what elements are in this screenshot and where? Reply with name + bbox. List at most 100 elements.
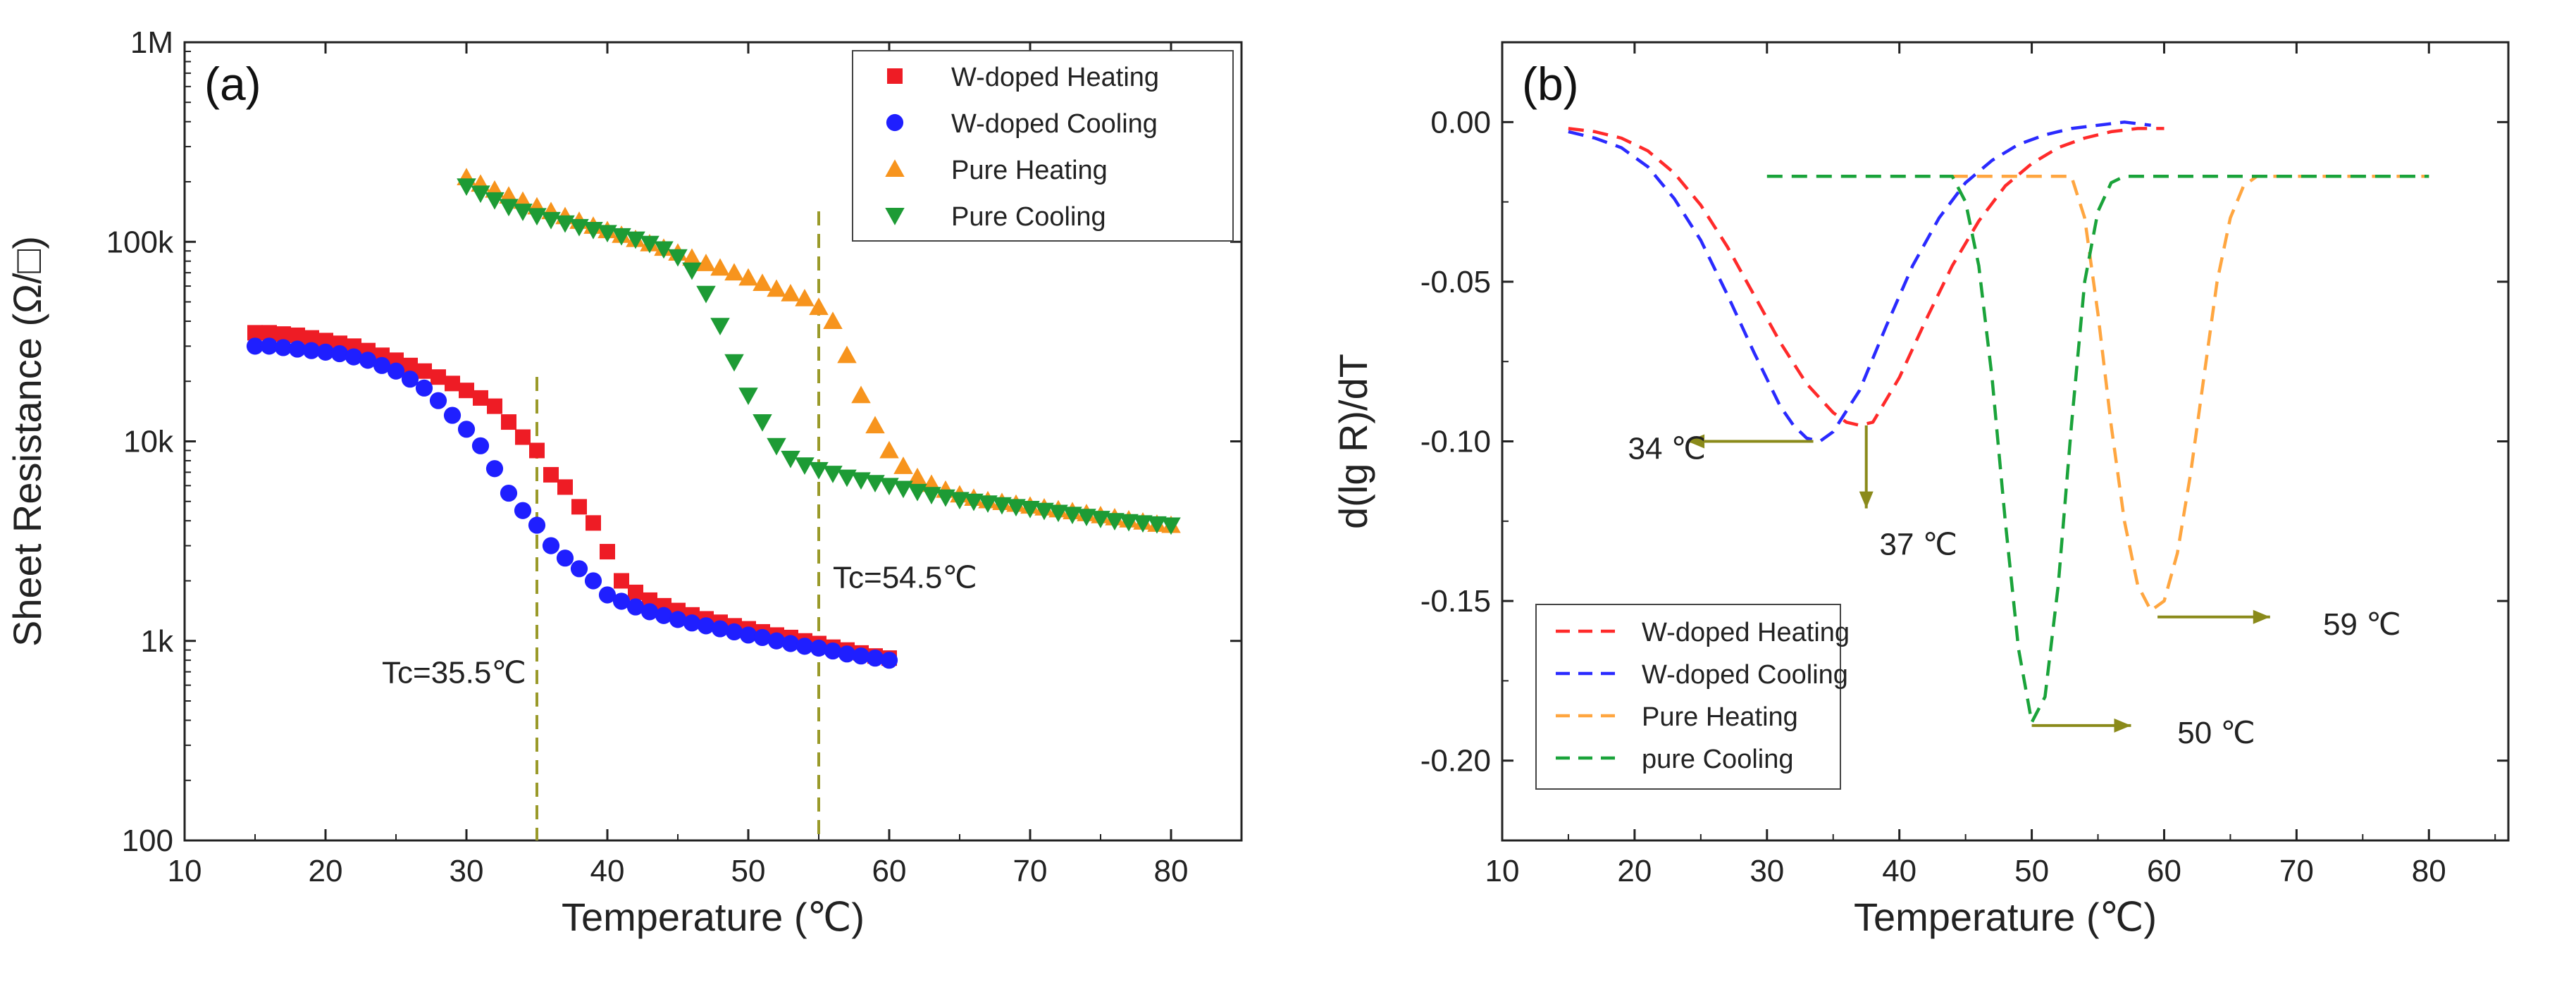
panel-a-x-tick-label: 10 [168,854,202,888]
panel-b-x-axis-label: Temperature (℃) [1854,895,2157,939]
panel-a-point-w-doped-cooling [711,620,729,638]
panel-b-y-tick-label: -0.15 [1420,584,1491,619]
panel-a-point-w-doped-cooling [330,344,349,363]
panel-a-legend-marker [885,208,905,225]
panel-a-point-w-doped-cooling [683,614,701,632]
panel-a-point-w-doped-cooling [725,623,743,641]
panel-a-point-w-doped-cooling [795,638,814,655]
panel-a-x-tick-label: 20 [309,854,343,888]
panel-a-point-pure-cooling [767,437,786,456]
panel-a-point-w-doped-cooling [556,549,574,567]
panel-b-y-axis-label: d(lg R)/dT [1331,354,1375,529]
panel-a-legend: W-doped Heating W-doped Cooling Pure Heati… [852,50,1234,242]
panel-a-point-pure-heating [753,273,772,292]
panel-a-point-pure-cooling [1091,511,1110,528]
panel-a-point-w-doped-cooling [767,632,786,650]
panel-a-point-w-doped-cooling [514,502,532,519]
panel-b-annotation: 34 ℃ [1628,432,1814,466]
panel-a-point-pure-heating [837,345,857,364]
panel-a-point-w-doped-cooling [697,617,715,635]
panel-a-y-tick-label: 100 [122,824,173,858]
panel-a-legend-box [852,50,1234,242]
panel-a-point-w-doped-cooling [640,603,659,621]
panel-a-point-pure-heating [781,284,800,302]
panel-b-x-tick-label: 60 [2147,854,2181,888]
panel-b-legend: W-doped Heating W-doped Cooling Pure Heati… [1535,604,1850,790]
panel-a-point-w-doped-heating [445,375,460,392]
panel-b-x-tick-label: 40 [1882,854,1916,888]
panel-b-line-pure-cooling [1766,175,2429,724]
panel-a-point-w-doped-cooling [880,652,898,669]
panel-b-annotation: 50 ℃ [2031,716,2255,750]
panel-a-point-pure-cooling [823,466,843,483]
panel-a-y-axis-label: Sheet Resistance (Ω/□) [5,236,49,647]
panel-a-point-pure-cooling [809,461,829,480]
panel-a-point-w-doped-heating [247,325,263,341]
panel-a-point-pure-cooling [696,285,716,304]
panel-b-annotation-label: 37 ℃ [1880,528,1958,562]
panel-a-point-pure-cooling [908,483,927,502]
panel-a-point-pure-cooling [1147,516,1167,534]
panel-b-legend-label: Pure Heating [1642,702,1798,732]
panel-a-point-pure-cooling [795,457,815,476]
panel-a-point-w-doped-heating [557,479,573,495]
panel-b-y-tick-label: -0.10 [1420,425,1491,459]
panel-a-point-w-doped-cooling [485,460,504,478]
panel-b-x-tick-label: 20 [1617,854,1652,888]
panel-a-point-w-doped-heating [290,327,305,343]
panel-a-series-pure-cooling [457,178,1181,535]
panel-a-point-w-doped-cooling [528,516,546,534]
panel-a-x-tick-label: 40 [590,854,625,888]
panel-a-point-pure-cooling [950,492,970,510]
panel-a-point-pure-cooling [569,218,589,237]
panel-a-point-w-doped-cooling [810,639,828,657]
panel-b-x-tick-label: 80 [2412,854,2446,888]
panel-a-legend-label: Pure Heating [951,156,1108,185]
panel-a-chart: 10 20 30 40 50 60 70 80 100 1k 10k 100k 1M Temperatur… [5,25,1243,939]
panel-b-x-tick-label: 10 [1485,854,1520,888]
panel-a-point-pure-heating [738,268,758,286]
panel-a-point-pure-cooling [541,211,561,230]
panel-b-annotation: 59 ℃ [2157,607,2401,642]
panel-a-point-pure-cooling [865,475,885,493]
panel-a-point-pure-cooling [710,318,730,336]
panel-a-point-w-doped-cooling [542,537,560,554]
panel-a-point-pure-heating [809,297,829,316]
panel-a-series-w-doped-cooling [246,337,898,669]
panel-a-point-pure-cooling [893,480,913,499]
panel-a-point-w-doped-cooling [570,560,588,578]
panel-b-series-pure-cooling [1766,175,2429,724]
panel-a-point-w-doped-cooling [866,650,884,667]
panel-b-series-w-doped-cooling [1568,120,2151,443]
panel-a-point-pure-cooling [682,262,702,280]
panel-b-annotation-arrowhead [2253,609,2270,624]
panel-a-point-pure-cooling [471,185,490,204]
panel-a-point-w-doped-heating [318,333,333,349]
panel-b-x-tick-label: 70 [2279,854,2314,888]
panel-a-point-w-doped-heating [614,573,629,589]
panel-a-point-pure-cooling [879,478,899,496]
panel-a-point-w-doped-cooling [471,437,490,454]
panel-b-y-tick-label: -0.20 [1420,744,1491,778]
panel-b-annotation-label: 50 ℃ [2177,716,2255,750]
panel-a-point-pure-cooling [1020,501,1040,518]
panel-a-point-pure-cooling [936,489,955,507]
panel-a-point-w-doped-heating [529,442,545,459]
panel-a-point-pure-cooling [1048,504,1068,523]
panel-a-point-w-doped-heating [628,584,643,600]
panel-a-point-w-doped-heating [473,390,488,406]
panel-a-point-w-doped-heating [261,325,277,341]
panel-a-point-pure-cooling [992,497,1012,515]
panel-a-point-w-doped-cooling [824,642,842,660]
panel-a-point-pure-heating [908,467,927,485]
panel-a-point-w-doped-cooling [288,340,306,358]
panel-a-legend-marker [887,68,903,84]
panel-b-legend-label: pure Cooling [1642,745,1793,774]
panel-a-series-pure-heating [457,168,1181,533]
panel-a-point-w-doped-cooling [626,598,645,616]
panel-a-point-pure-cooling [753,414,772,432]
panel-a-x-tick-label: 70 [1013,854,1048,888]
panel-b-annotation-arrowhead [1688,434,1705,449]
panel-a-point-w-doped-cooling [612,592,631,610]
